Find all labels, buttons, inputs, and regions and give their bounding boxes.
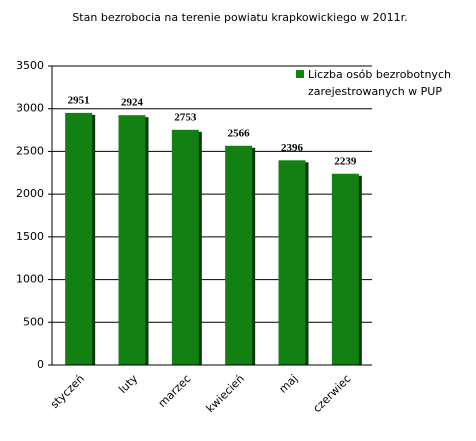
y-tick-label: 1500 xyxy=(16,230,44,243)
y-tick-label: 2500 xyxy=(16,144,44,157)
x-tick-label: czerwiec xyxy=(310,372,353,415)
legend-label: Liczba osób bezrobotnych zarejestrowanyc… xyxy=(308,68,451,98)
x-tick-label: kwiecień xyxy=(204,372,247,415)
y-tick-label: 3500 xyxy=(16,59,44,72)
y-tick-label: 0 xyxy=(37,358,44,371)
y-tick-label: 1000 xyxy=(16,273,44,286)
y-tick-label: 2000 xyxy=(16,187,44,200)
x-tick-label: maj xyxy=(277,372,301,396)
bar xyxy=(118,115,146,366)
value-label: 2239 xyxy=(334,155,357,167)
x-tick-label: styczeń xyxy=(48,372,87,411)
bar xyxy=(171,129,199,365)
bar xyxy=(225,145,253,365)
bar xyxy=(65,112,93,365)
chart-title: Stan bezrobocia na terenie powiatu krapk… xyxy=(72,11,407,24)
bar xyxy=(278,160,306,365)
y-tick-label: 500 xyxy=(23,315,44,328)
value-label: 2396 xyxy=(281,142,304,154)
x-tick-label: marzec xyxy=(156,372,194,410)
x-tick-label: luty xyxy=(116,372,140,396)
value-label: 2753 xyxy=(174,111,197,123)
value-label: 2924 xyxy=(121,97,144,109)
value-label: 2566 xyxy=(228,127,251,139)
legend-key xyxy=(296,70,304,78)
value-label: 2951 xyxy=(68,94,90,106)
y-tick-label: 3000 xyxy=(16,102,44,115)
bar xyxy=(331,173,359,365)
legend: Liczba osób bezrobotnych zarejestrowanyc… xyxy=(296,66,461,100)
